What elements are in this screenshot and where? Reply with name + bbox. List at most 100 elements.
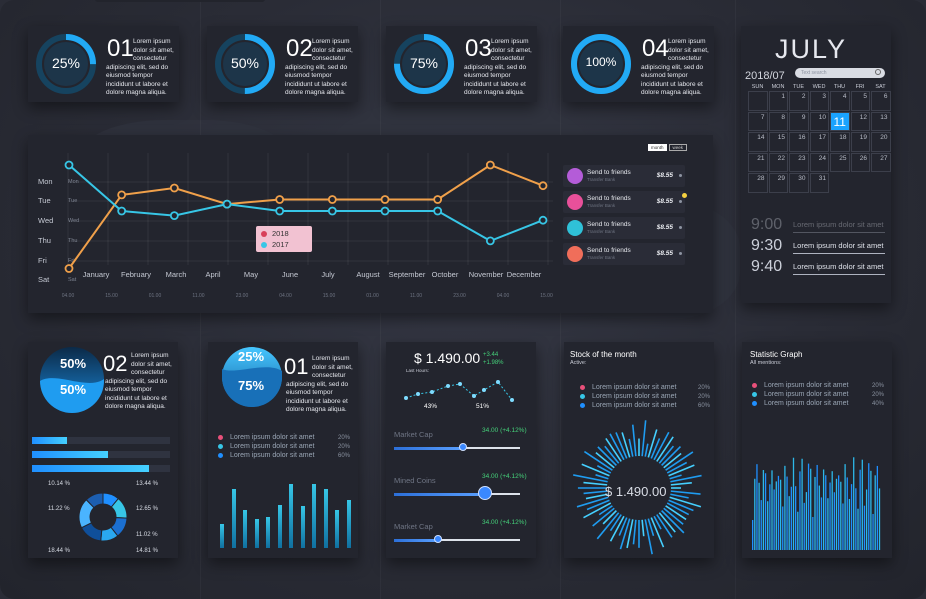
kpi-gauge [571,34,631,94]
transfer-item[interactable]: Send to friends Transfer Bank $8.55 [563,217,685,239]
stat-bar [786,476,788,550]
stat-bar [874,475,876,550]
x-axis-time: 01.00 [149,293,162,299]
calendar-day-selected[interactable]: 11 [830,111,850,131]
slider-value: 34.00 (+4.12%) [482,427,527,434]
calendar-day[interactable]: 4 [830,91,850,111]
data-point-2017-july[interactable] [327,206,337,216]
more-icon[interactable] [679,226,682,229]
radial-bar [647,518,655,537]
data-point-2018-august[interactable] [380,195,390,204]
calendar-day[interactable]: 25 [830,152,850,172]
transfer-item[interactable]: Send to friends Transfer Bank $8.55 [563,165,685,187]
schedule-item[interactable]: 9:00 Lorem ipsum dolor sit amet [751,216,891,234]
search-box[interactable]: Text search [795,68,885,78]
radial-bar [626,519,634,549]
panel-text-line: dolore magna aliqua. [286,406,347,413]
calendar-day[interactable]: 7 [748,111,768,131]
stat-bar [758,482,760,550]
schedule-item[interactable]: 9:30 Lorem ipsum dolor sit amet [751,237,891,255]
search-input[interactable]: Text search [801,69,827,76]
data-point-2018-july[interactable] [327,195,337,204]
calendar-day[interactable]: 8 [768,111,788,131]
calendar-day[interactable]: 29 [768,173,788,193]
calendar-day[interactable]: 5 [850,91,870,111]
slider-handle[interactable] [477,486,492,500]
data-point-2017-october[interactable] [433,206,443,216]
calendar-day[interactable]: 2 [789,91,809,111]
transfer-item[interactable]: Send to friends Transfer Bank $8.55 [563,191,685,213]
calendar-day[interactable]: 3 [809,91,829,111]
data-point-2017-march[interactable] [169,211,179,220]
calendar-day[interactable]: 23 [789,152,809,172]
slider-handle[interactable] [459,443,468,451]
x-axis-time: 11.00 [192,293,204,299]
calendar-day[interactable] [748,91,768,111]
calendar-day[interactable]: 16 [789,132,809,152]
data-point-2017-january[interactable] [64,160,74,170]
data-point-2018-june[interactable] [275,195,285,204]
schedule-time: 9:40 [751,258,783,275]
data-point-2018-march[interactable] [169,183,179,193]
stat-bar [878,488,881,550]
transfer-item[interactable]: Send to friends Transfer Bank $8.55 [563,243,685,265]
calendar-day[interactable]: 20 [871,132,891,152]
calendar-day[interactable]: 14 [748,132,768,152]
donut-label: 14.81 % [136,548,159,554]
calendar-day[interactable]: 27 [871,152,891,172]
toggle-week[interactable]: week [668,144,688,151]
data-point-2017-december[interactable] [538,215,548,225]
kpi-number: 02 [286,35,313,62]
calendar-day[interactable]: 22 [768,152,788,172]
data-point-2017-february[interactable] [117,206,127,216]
legend-label: Lorem ipsum dolor sit amet [230,434,315,441]
split-gauge [222,347,282,407]
more-icon[interactable] [679,174,682,177]
calendar-day[interactable]: 15 [768,132,788,152]
panel-text-line: adipiscing elit, sed do [105,377,168,385]
data-point-2017-november[interactable] [485,236,495,246]
more-icon[interactable] [679,252,682,255]
data-point-2018-december[interactable] [538,181,548,191]
stat-bar [876,465,878,550]
calendar-day[interactable]: 13 [871,111,891,131]
stat-bar [848,498,851,550]
calendar-day[interactable]: 30 [789,173,809,193]
y-axis-inner-label: Wed [68,218,79,224]
schedule-item[interactable]: 9:40 Lorem ipsum dolor sit amet [751,258,891,276]
more-icon[interactable] [679,200,682,203]
calendar-day[interactable]: 24 [809,152,829,172]
calendar-day[interactable]: 12 [850,111,870,131]
calendar-day[interactable]: 6 [871,91,891,111]
stat-bar [805,492,808,550]
calendar-day[interactable]: 18 [830,132,850,152]
slider-handle[interactable] [434,535,443,543]
search-icon[interactable] [875,69,881,75]
calendar-day[interactable]: 1 [768,91,788,111]
line-chart-card: Mon Tue Wed Thu Fri Sat Mon Tue Wed Thu Fri Sat Janu… [28,135,713,313]
data-point-2017-august[interactable] [380,206,390,216]
calendar-day[interactable]: 31 [809,173,829,193]
sparkline-point [472,394,476,398]
calendar-day[interactable]: 10 [809,111,829,131]
calendar-day[interactable]: 26 [850,152,870,172]
data-point-2018-february[interactable] [117,190,127,200]
y-axis-label: Tue [38,196,51,205]
toggle-month[interactable]: month [648,144,667,151]
slider-track[interactable] [394,539,520,541]
calendar-day[interactable]: 28 [748,173,768,193]
stat-bar [814,476,816,550]
calendar-day[interactable]: 17 [809,132,829,152]
calendar-day[interactable]: 9 [789,111,809,131]
radial-bar [663,452,682,469]
data-point-2017-may[interactable] [222,199,232,209]
data-point-2018-october[interactable] [433,195,443,204]
donut-label: 10.14 % [48,481,71,487]
data-point-2018-january[interactable] [64,264,74,273]
progress-track [32,437,170,444]
calendar-day[interactable]: 19 [850,132,870,152]
data-point-2018-november[interactable] [485,160,495,170]
data-point-2017-june[interactable] [275,206,285,216]
calendar-day[interactable]: 21 [748,152,768,172]
stock-subtitle: Active: [570,360,587,366]
